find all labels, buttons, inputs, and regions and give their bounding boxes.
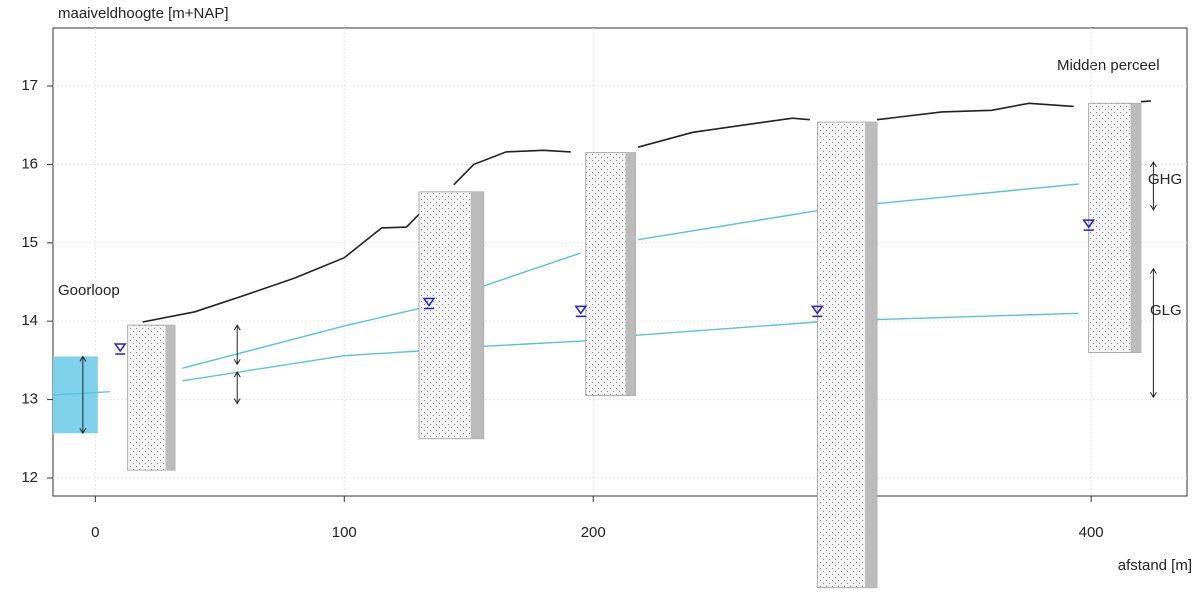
range-arrow: [233, 371, 241, 405]
x-tick-label: 200: [581, 524, 606, 541]
y-tick-label: 12: [21, 469, 38, 486]
x-tick-label: 100: [332, 524, 357, 541]
y-tick-label: 13: [21, 391, 38, 408]
groundwater-level: [422, 297, 436, 310]
line: [182, 312, 1079, 382]
borehole-band: [865, 122, 878, 588]
x-tick-label: 0: [91, 524, 99, 541]
range-arrow: [233, 324, 241, 366]
groundwater-level: [1082, 219, 1096, 231]
y-axis-label: maaiveldhoogte [m+NAP]: [58, 5, 229, 22]
range-arrow: [1149, 161, 1157, 211]
annotation: Goorloop: [58, 282, 120, 299]
groundwater-level: [113, 343, 127, 355]
range-arrow: [1149, 267, 1157, 399]
groundwater-level: [810, 305, 824, 318]
y-tick-label: 16: [21, 155, 38, 172]
y-tick-label: 14: [21, 312, 38, 329]
line: [142, 100, 1151, 323]
range-arrow: [79, 355, 87, 435]
x-tick-label: 400: [1079, 524, 1104, 541]
borehole-band: [625, 152, 636, 396]
borehole-band: [1130, 103, 1141, 353]
annotation: GHG: [1148, 171, 1182, 188]
groundwater-level: [574, 305, 588, 318]
line: [52, 391, 111, 396]
y-tick-label: 17: [21, 77, 38, 94]
annotation: GLG: [1150, 302, 1182, 319]
annotation: Midden perceel: [1057, 57, 1160, 74]
plot-frame: [52, 27, 1188, 497]
x-axis-label: afstand [m]: [1118, 557, 1192, 574]
y-tick-label: 15: [21, 234, 38, 251]
line: [182, 183, 1079, 369]
borehole-band: [165, 325, 175, 471]
borehole-band: [470, 191, 484, 439]
